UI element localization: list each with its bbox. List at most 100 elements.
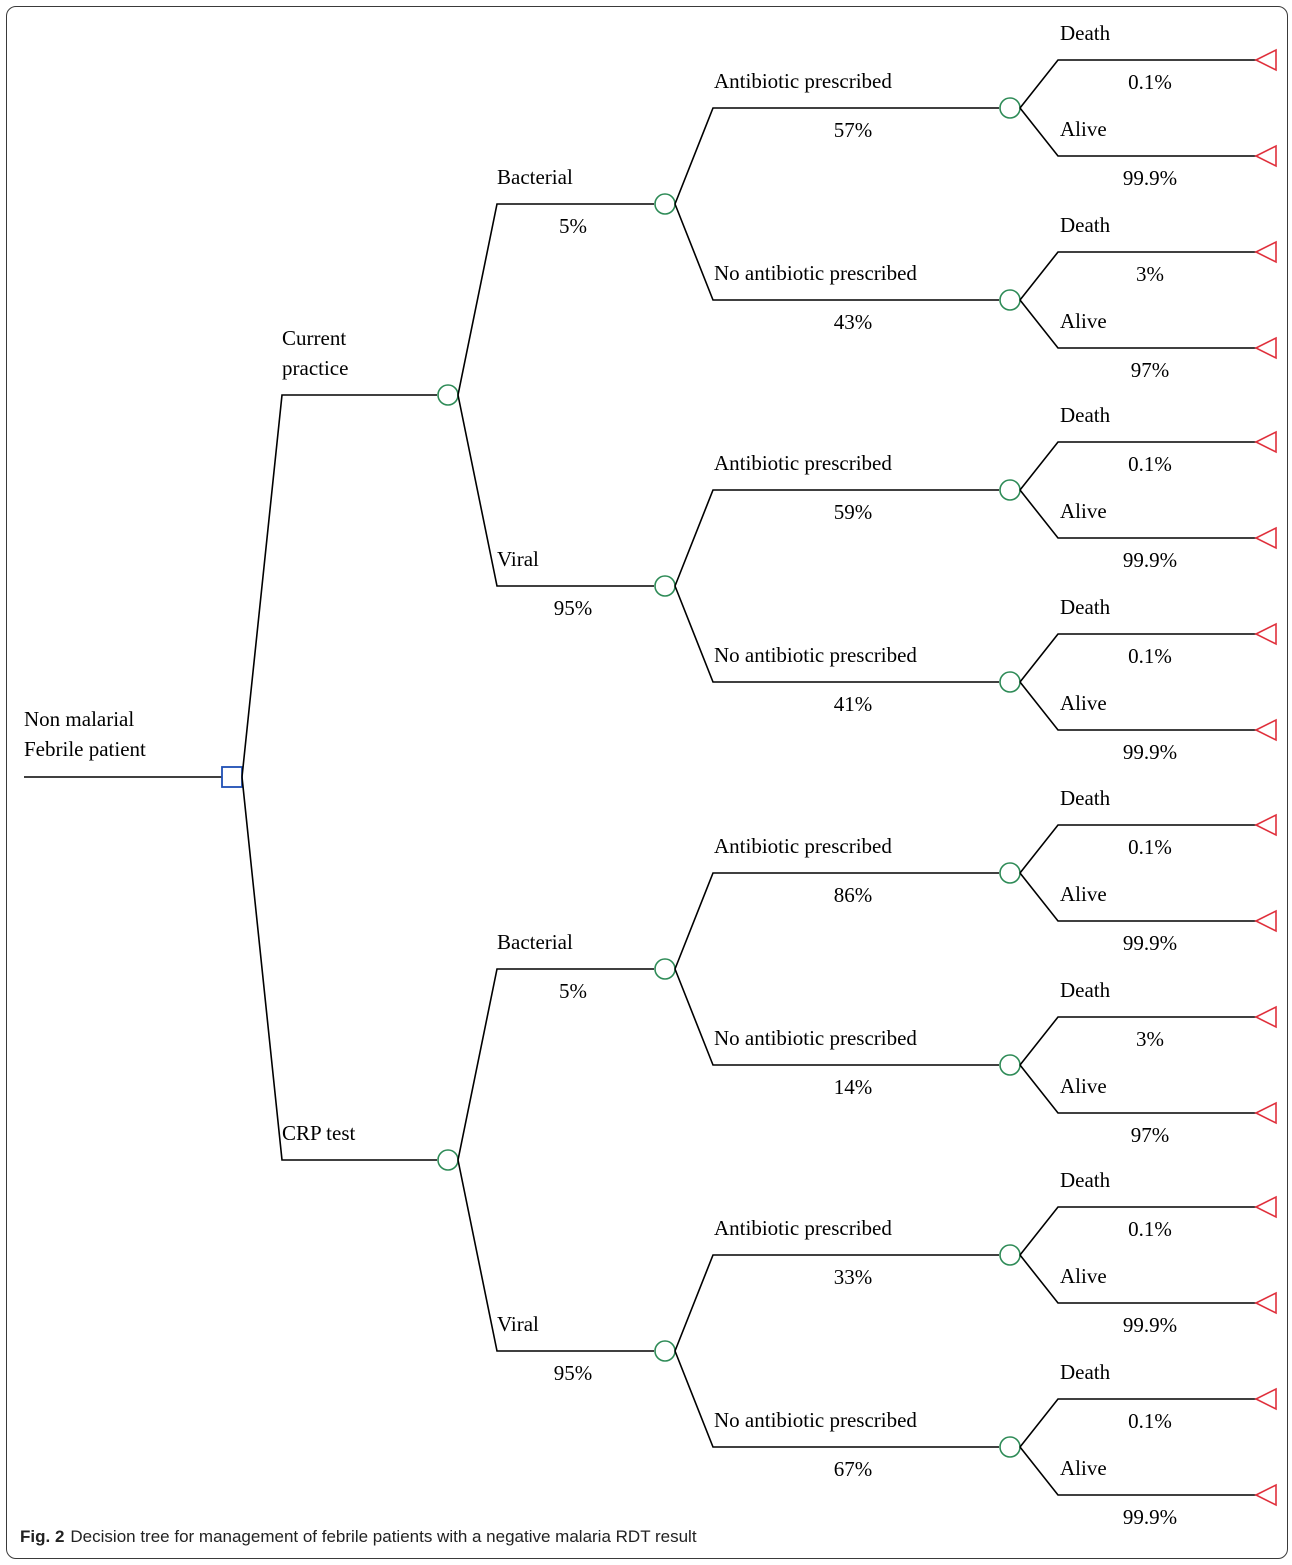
outcome-label: Death xyxy=(1060,21,1111,45)
outcome-label: Alive xyxy=(1060,691,1107,715)
outcome-label: Death xyxy=(1060,595,1111,619)
outcome-probability: 99.9% xyxy=(1123,1313,1177,1337)
etiology-probability: 95% xyxy=(554,596,593,620)
terminal-node xyxy=(1254,622,1277,646)
prescription-branch-line xyxy=(674,872,999,970)
outcome-probability: 97% xyxy=(1131,358,1170,382)
outcome-label: Alive xyxy=(1060,309,1107,333)
etiology-label: Viral xyxy=(497,547,539,571)
prescription-label: Antibiotic prescribed xyxy=(714,451,892,475)
outcome-branch-line xyxy=(1019,1016,1256,1066)
etiology-label: Bacterial xyxy=(497,165,573,189)
outcome-probability: 97% xyxy=(1131,1123,1170,1147)
prescription-chance-node xyxy=(999,479,1021,501)
outcome-branch-line xyxy=(1019,1064,1256,1114)
outcome-label: Death xyxy=(1060,1360,1111,1384)
root-label: Febrile patient xyxy=(24,737,146,761)
prescription-probability: 59% xyxy=(834,500,873,524)
outcome-label: Death xyxy=(1060,213,1111,237)
prescription-branch-line xyxy=(674,968,999,1066)
prescription-branch-line xyxy=(674,489,999,587)
strategy-branch-line xyxy=(241,776,437,1161)
outcome-probability: 0.1% xyxy=(1128,70,1172,94)
outcome-probability: 3% xyxy=(1136,262,1164,286)
outcome-label: Alive xyxy=(1060,882,1107,906)
strategy-label: practice xyxy=(282,356,348,380)
outcome-label: Alive xyxy=(1060,117,1107,141)
prescription-probability: 14% xyxy=(834,1075,873,1099)
outcome-probability: 99.9% xyxy=(1123,548,1177,572)
outcome-branch-line xyxy=(1019,872,1256,922)
etiology-branch-line xyxy=(457,203,654,396)
prescription-chance-node xyxy=(999,1244,1021,1266)
prescription-chance-node xyxy=(999,1436,1021,1458)
prescription-branch-line xyxy=(674,203,999,301)
outcome-branch-line xyxy=(1019,489,1256,539)
terminal-node xyxy=(1254,48,1277,72)
outcome-branch-line xyxy=(1019,824,1256,874)
terminal-node xyxy=(1254,718,1277,742)
terminal-node xyxy=(1254,240,1277,264)
etiology-label: Viral xyxy=(497,1312,539,1336)
prescription-branch-line xyxy=(674,1350,999,1448)
outcome-branch-line xyxy=(1019,59,1256,109)
strategy-chance-node xyxy=(437,384,459,406)
prescription-chance-node xyxy=(999,1054,1021,1076)
prescription-label: No antibiotic prescribed xyxy=(714,1026,917,1050)
outcome-branch-line xyxy=(1019,299,1256,349)
outcome-branch-line xyxy=(1019,1254,1256,1304)
terminal-node xyxy=(1254,1291,1277,1315)
outcome-probability: 0.1% xyxy=(1128,452,1172,476)
outcome-probability: 99.9% xyxy=(1123,740,1177,764)
caption-text: Decision tree for management of febrile … xyxy=(70,1527,697,1546)
etiology-chance-node xyxy=(654,1340,676,1362)
strategy-branch-line xyxy=(241,394,437,778)
outcome-branch-line xyxy=(1019,107,1256,157)
outcome-probability: 99.9% xyxy=(1123,931,1177,955)
etiology-chance-node xyxy=(654,575,676,597)
outcome-branch-line xyxy=(1019,681,1256,731)
prescription-label: Antibiotic prescribed xyxy=(714,834,892,858)
etiology-label: Bacterial xyxy=(497,930,573,954)
terminal-node xyxy=(1254,526,1277,550)
prescription-branch-line xyxy=(674,107,999,205)
etiology-chance-node xyxy=(654,958,676,980)
prescription-probability: 67% xyxy=(834,1457,873,1481)
terminal-node xyxy=(1254,144,1277,168)
outcome-probability: 99.9% xyxy=(1123,1505,1177,1529)
outcome-branch-line xyxy=(1019,1206,1256,1256)
outcome-label: Alive xyxy=(1060,1456,1107,1480)
outcome-label: Death xyxy=(1060,786,1111,810)
outcome-branch-line xyxy=(1019,251,1256,301)
prescription-branch-line xyxy=(674,1254,999,1352)
root-label: Non malarial xyxy=(24,707,134,731)
terminal-node xyxy=(1254,1101,1277,1125)
terminal-node xyxy=(1254,1483,1277,1507)
terminal-node xyxy=(1254,909,1277,933)
etiology-branch-line xyxy=(457,968,654,1161)
strategy-label: CRP test xyxy=(282,1121,355,1145)
etiology-probability: 5% xyxy=(559,214,587,238)
prescription-probability: 33% xyxy=(834,1265,873,1289)
strategy-label: Current xyxy=(282,326,346,350)
outcome-label: Alive xyxy=(1060,1074,1107,1098)
prescription-branch-line xyxy=(674,585,999,683)
outcome-label: Alive xyxy=(1060,1264,1107,1288)
figure-frame xyxy=(6,6,1288,1559)
prescription-chance-node xyxy=(999,97,1021,119)
terminal-node xyxy=(1254,430,1277,454)
outcome-label: Death xyxy=(1060,978,1111,1002)
prescription-label: Antibiotic prescribed xyxy=(714,69,892,93)
outcome-branch-line xyxy=(1019,1398,1256,1448)
prescription-label: No antibiotic prescribed xyxy=(714,643,917,667)
strategy-chance-node xyxy=(437,1149,459,1171)
etiology-probability: 5% xyxy=(559,979,587,1003)
terminal-node xyxy=(1254,1005,1277,1029)
outcome-probability: 99.9% xyxy=(1123,166,1177,190)
outcome-label: Alive xyxy=(1060,499,1107,523)
prescription-probability: 86% xyxy=(834,883,873,907)
prescription-label: No antibiotic prescribed xyxy=(714,261,917,285)
outcome-probability: 0.1% xyxy=(1128,1409,1172,1433)
outcome-label: Death xyxy=(1060,1168,1111,1192)
terminal-node xyxy=(1254,336,1277,360)
